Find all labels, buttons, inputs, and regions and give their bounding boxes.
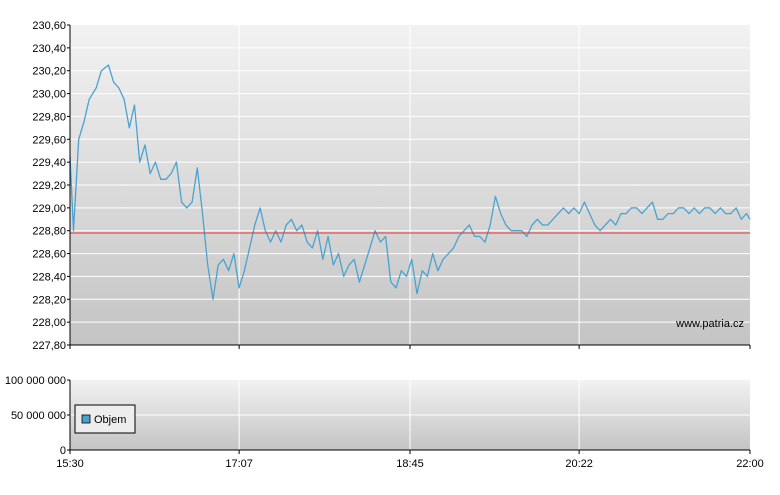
watermark: www.patria.cz: [675, 318, 744, 330]
volume-legend-label: Objem: [94, 414, 126, 426]
ytick-layer: 230,60 230,40 230,20 230,00 229,80 229,60 229,…: [32, 20, 70, 352]
price-ytick-label: 230,00: [32, 89, 66, 101]
volume-grid: [70, 380, 750, 450]
price-ytick-label: 229,00: [32, 203, 66, 215]
price-ytick-label: 230,60: [32, 20, 66, 32]
xtick-label: 15:30: [56, 458, 84, 470]
price-series-line: [69, 64, 751, 300]
volume-legend: Objem: [74, 404, 136, 434]
xtick-label: 20:22: [565, 458, 593, 470]
price-ytick-label: 228,00: [32, 317, 66, 329]
price-ytick-label: 229,80: [32, 111, 66, 123]
price-ytick-label: 228,80: [32, 226, 66, 238]
price-ytick-label: 227,80: [32, 340, 66, 352]
xtick-layer: 15:30 17:07 18:45 20:22 22:00: [56, 345, 764, 470]
xtick-label: 17:07: [225, 458, 253, 470]
volume-ytick-label: 0: [60, 445, 66, 457]
volume-ytick-label: 100 000 000: [5, 375, 66, 387]
price-ytick-label: 229,40: [32, 157, 66, 169]
price-ytick-label: 229,20: [32, 180, 66, 192]
price-ytick-label: 228,60: [32, 249, 66, 261]
xtick-label: 22:00: [736, 458, 764, 470]
xtick-label: 18:45: [396, 458, 424, 470]
price-ytick-label: 228,40: [32, 271, 66, 283]
price-ytick-label: 230,20: [32, 66, 66, 78]
volume-ytick-label: 50 000 000: [11, 410, 66, 422]
volume-legend-swatch: [81, 414, 91, 424]
price-ytick-label: 229,60: [32, 134, 66, 146]
price-ytick-label: 228,20: [32, 294, 66, 306]
price-line-layer: [69, 64, 751, 300]
price-ytick-label: 230,40: [32, 43, 66, 55]
vol-ytick-layer: 100 000 000 50 000 000 0: [5, 375, 70, 457]
